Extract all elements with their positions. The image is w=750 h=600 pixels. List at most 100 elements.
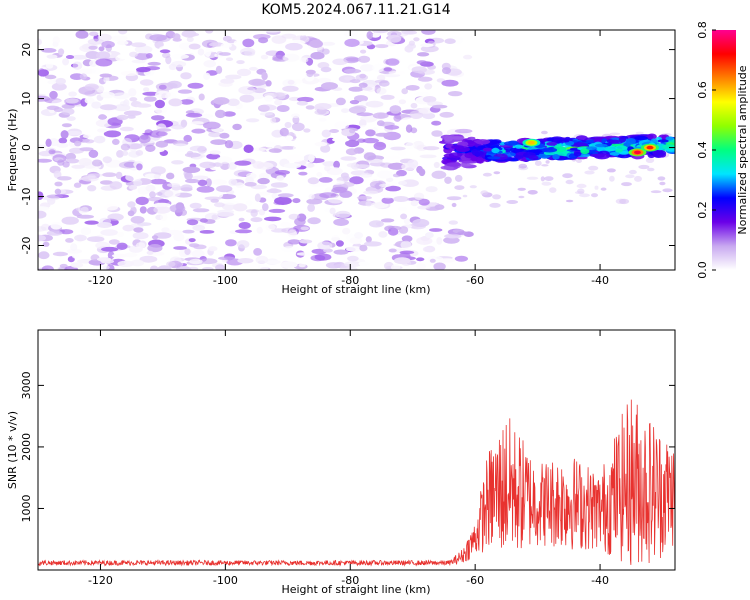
heatmap-cell <box>58 137 68 144</box>
heatmap-cell <box>340 156 357 161</box>
heatmap-cell <box>386 155 400 160</box>
heatmap-cell <box>196 186 215 193</box>
heatmap-cell <box>526 176 539 180</box>
heatmap-cell <box>130 216 145 224</box>
heatmap-cell <box>209 150 221 155</box>
heatmap-cell <box>457 231 469 236</box>
heatmap-cell <box>333 218 349 226</box>
heatmap-cell <box>409 110 424 119</box>
heatmap-cell <box>353 164 370 169</box>
heatmap-cell <box>318 177 333 183</box>
heatmap-cell <box>225 57 234 61</box>
heatmap-cell <box>46 194 64 199</box>
heatmap-cell <box>171 124 185 130</box>
heatmap-peak <box>527 140 535 145</box>
heatmap-cell <box>91 159 103 167</box>
heatmap-cell <box>353 105 367 110</box>
heatmap-cell <box>117 260 135 267</box>
heatmap-cell <box>362 137 380 144</box>
heatmap-cell <box>410 127 418 134</box>
heatmap-cell <box>139 255 158 263</box>
heatmap-cell <box>372 30 389 34</box>
heatmap-cell <box>416 236 433 245</box>
heatmap-cell <box>151 115 165 121</box>
heatmap-cell <box>190 121 204 125</box>
heatmap-cell <box>45 62 54 69</box>
heatmap-cell <box>280 146 297 150</box>
heatmap-cell <box>225 239 237 247</box>
heatmap-cell <box>227 98 240 107</box>
heatmap-cell <box>393 196 409 202</box>
heatmap-cell <box>576 159 582 163</box>
heatmap-cell <box>129 97 138 102</box>
heatmap-cell <box>156 192 163 196</box>
heatmap-cell <box>475 139 491 145</box>
heatmap-cell <box>159 213 168 221</box>
heatmap-cell <box>120 143 130 151</box>
heatmap-cell <box>145 184 156 192</box>
heatmap-cell <box>38 206 50 211</box>
spectrogram-x-ticks: -120 -100 -80 -60 -40 <box>88 30 609 287</box>
heatmap-cell <box>131 59 148 64</box>
heatmap-cell <box>268 208 286 213</box>
heatmap-cell <box>80 227 92 236</box>
heatmap-cell <box>171 60 187 68</box>
heatmap-cell <box>634 175 642 182</box>
heatmap-cell <box>359 73 367 79</box>
heatmap-cell <box>222 111 236 117</box>
x-tick-label: -100 <box>213 274 238 287</box>
heatmap-cell <box>199 258 218 265</box>
heatmap-cell <box>101 246 119 252</box>
heatmap-cell <box>446 162 461 167</box>
heatmap-cell <box>202 267 214 270</box>
snr-x-ticks: -120 -100 -80 -60 -40 <box>88 330 609 587</box>
heatmap-cell <box>265 224 276 231</box>
heatmap-cell <box>158 84 167 90</box>
heatmap-cell <box>263 30 282 33</box>
heatmap-cell <box>316 172 323 177</box>
heatmap-cell <box>164 190 181 198</box>
heatmap-cell <box>461 160 477 164</box>
heatmap-cell <box>552 154 560 160</box>
x-tick-label: -100 <box>213 574 238 587</box>
heatmap-cell <box>625 174 635 179</box>
heatmap-cell <box>258 104 277 111</box>
heatmap-cell <box>283 163 302 169</box>
colorbar-tick-label: 0.0 <box>696 261 709 279</box>
heatmap-cell <box>116 150 124 158</box>
heatmap-cell <box>171 160 184 165</box>
heatmap-cell <box>68 91 77 97</box>
heatmap-cell <box>284 121 292 129</box>
heatmap-cell <box>264 141 277 148</box>
spectrogram-x-label: Height of straight line (km) <box>281 283 430 296</box>
heatmap-cell <box>600 187 607 191</box>
heatmap-cell <box>373 141 387 151</box>
snr-y-ticks: 1000 2000 3000 <box>20 371 675 522</box>
heatmap-cell <box>305 105 315 110</box>
heatmap-cell <box>344 38 360 48</box>
heatmap-cell <box>116 114 129 121</box>
heatmap-cell <box>225 74 242 80</box>
heatmap-cell <box>153 232 172 239</box>
heatmap-cell <box>127 201 136 208</box>
heatmap-cell <box>416 263 427 270</box>
heatmap-cell <box>210 198 219 203</box>
heatmap-cell <box>412 218 430 228</box>
heatmap-cell <box>54 181 63 187</box>
heatmap-cell <box>88 149 99 158</box>
heatmap-cell <box>61 108 75 116</box>
heatmap-cell <box>51 99 66 107</box>
heatmap-cell <box>292 145 309 151</box>
heatmap-cell <box>69 147 84 154</box>
heatmap-cell <box>128 184 138 190</box>
heatmap-cell <box>363 190 379 195</box>
heatmap-cell <box>451 136 465 140</box>
heatmap-cell <box>416 60 428 65</box>
heatmap-cell <box>285 42 303 51</box>
heatmap-cell <box>444 135 453 142</box>
heatmap-cell <box>112 92 131 100</box>
heatmap-cell <box>199 218 208 223</box>
heatmap-cell <box>87 236 105 243</box>
heatmap-cell <box>120 126 134 132</box>
heatmap-cell <box>433 161 440 169</box>
